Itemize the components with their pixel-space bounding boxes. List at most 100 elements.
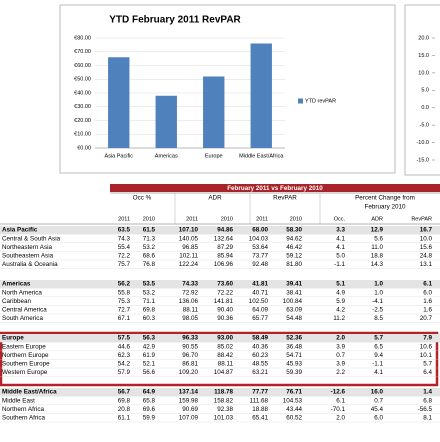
cell: 1.0	[374, 289, 383, 296]
cell: 57.9	[118, 369, 131, 376]
cell: 90.69	[182, 406, 198, 413]
cell: 2.2	[336, 369, 345, 376]
cell: 54.71	[286, 352, 302, 359]
row-label: Americas	[2, 281, 31, 288]
cell: 5.7	[423, 360, 432, 367]
cell: 5.1	[336, 281, 345, 288]
row-label: Southern Africa	[2, 414, 46, 421]
cell: -56.5	[418, 406, 433, 413]
cell: 61.1	[118, 414, 131, 421]
cell: 62.3	[118, 352, 131, 359]
cell: 81.80	[286, 261, 302, 268]
cell: 13.1	[420, 261, 433, 268]
bar	[250, 43, 272, 148]
bar	[108, 57, 130, 148]
cell: 92.48	[252, 261, 268, 268]
cell: 87.29	[217, 244, 233, 251]
cell: 85.02	[217, 343, 233, 350]
cell: 76.71	[286, 389, 302, 396]
cell: 104.53	[283, 397, 303, 404]
cell: 63.5	[118, 227, 131, 234]
cell: 40.36	[252, 343, 268, 350]
column-sub: Occ.	[334, 216, 346, 222]
cell: 46.42	[286, 244, 302, 251]
column-group: February 2010	[365, 204, 406, 211]
cell: -1.1	[334, 261, 345, 268]
cell: 53.5	[143, 281, 156, 288]
cell: 16.7	[420, 227, 433, 234]
cell: 7.9	[423, 335, 432, 342]
cell: 63.21	[252, 369, 268, 376]
cell: 53.2	[143, 289, 156, 296]
cell: 2.0	[336, 335, 345, 342]
column-year: 2010	[290, 216, 302, 222]
y-tick-label: 5.0	[421, 88, 429, 94]
cell: 106.96	[214, 261, 234, 268]
y-tick-label: 10.0	[418, 70, 429, 76]
cell: 59.12	[286, 252, 302, 259]
cell: 159.98	[179, 397, 199, 404]
row-label: South America	[2, 315, 43, 322]
column-sub: RevPAR	[411, 216, 432, 222]
cell: 141.81	[214, 298, 234, 305]
cell: 101.03	[214, 414, 234, 421]
cell: 94.62	[286, 235, 302, 242]
cell: 1.4	[423, 389, 432, 396]
cell: 58.49	[252, 335, 268, 342]
column-group: ADR	[208, 195, 222, 202]
cell: 72.2	[118, 252, 131, 259]
cell: 68.00	[252, 227, 268, 234]
cell: 6.5	[374, 343, 383, 350]
cell: 111.68	[250, 397, 269, 404]
cell: 45.93	[286, 360, 302, 367]
y-tick-label: 0.0	[421, 105, 429, 111]
cell: -2.5	[372, 306, 383, 313]
row-label: Asia Pacific	[2, 227, 38, 234]
cell: 74.3	[118, 235, 131, 242]
cell: 54.2	[118, 360, 131, 367]
column-year: 2010	[221, 216, 233, 222]
cell: 64.9	[143, 389, 156, 396]
x-tick-label: Europe	[205, 153, 223, 159]
cell: 16.0	[371, 389, 384, 396]
cell: 92.38	[217, 406, 233, 413]
cell: 75.7	[118, 261, 131, 268]
column-group: Occ %	[133, 195, 152, 202]
y-tick-label: €60.00	[74, 63, 91, 69]
cell: 4.9	[336, 289, 345, 296]
cell: 107.09	[179, 414, 199, 421]
cell: 96.70	[182, 352, 198, 359]
cell: -1.1	[372, 360, 383, 367]
cell: 3.3	[336, 227, 345, 234]
section-row-bg	[0, 280, 440, 288]
cell: 72.7	[118, 306, 131, 313]
cell: 64.09	[252, 306, 268, 313]
cell: 11.2	[333, 315, 345, 322]
cell: 71.1	[143, 298, 156, 305]
column-year: 2011	[186, 216, 198, 222]
cell: 122.24	[179, 261, 199, 268]
cell: 14.3	[371, 261, 384, 268]
cell: 8.5	[374, 315, 383, 322]
cell: 158.82	[214, 397, 234, 404]
cell: -70.1	[331, 406, 346, 413]
cell: 65.77	[252, 315, 268, 322]
cell: 73.60	[217, 281, 233, 288]
cell: 132.64	[214, 235, 234, 242]
cell: 136.06	[179, 298, 199, 305]
y-tick-label: €40.00	[74, 90, 91, 96]
cell: 18.88	[252, 406, 268, 413]
cell: 9.4	[374, 352, 383, 359]
cell: 6.1	[423, 281, 432, 288]
cell: 42.9	[143, 343, 156, 350]
cell: 104.03	[249, 235, 269, 242]
cell: 96.85	[182, 244, 198, 251]
y-tick-label: €0.00	[77, 145, 91, 151]
cell: 43.44	[286, 406, 302, 413]
cell: 59.39	[286, 369, 302, 376]
cell: 69.6	[143, 406, 156, 413]
cell: 76.8	[143, 261, 156, 268]
cell: 10.6	[420, 343, 433, 350]
row-label: Middle East	[2, 397, 35, 404]
section-row-bg	[0, 334, 440, 342]
